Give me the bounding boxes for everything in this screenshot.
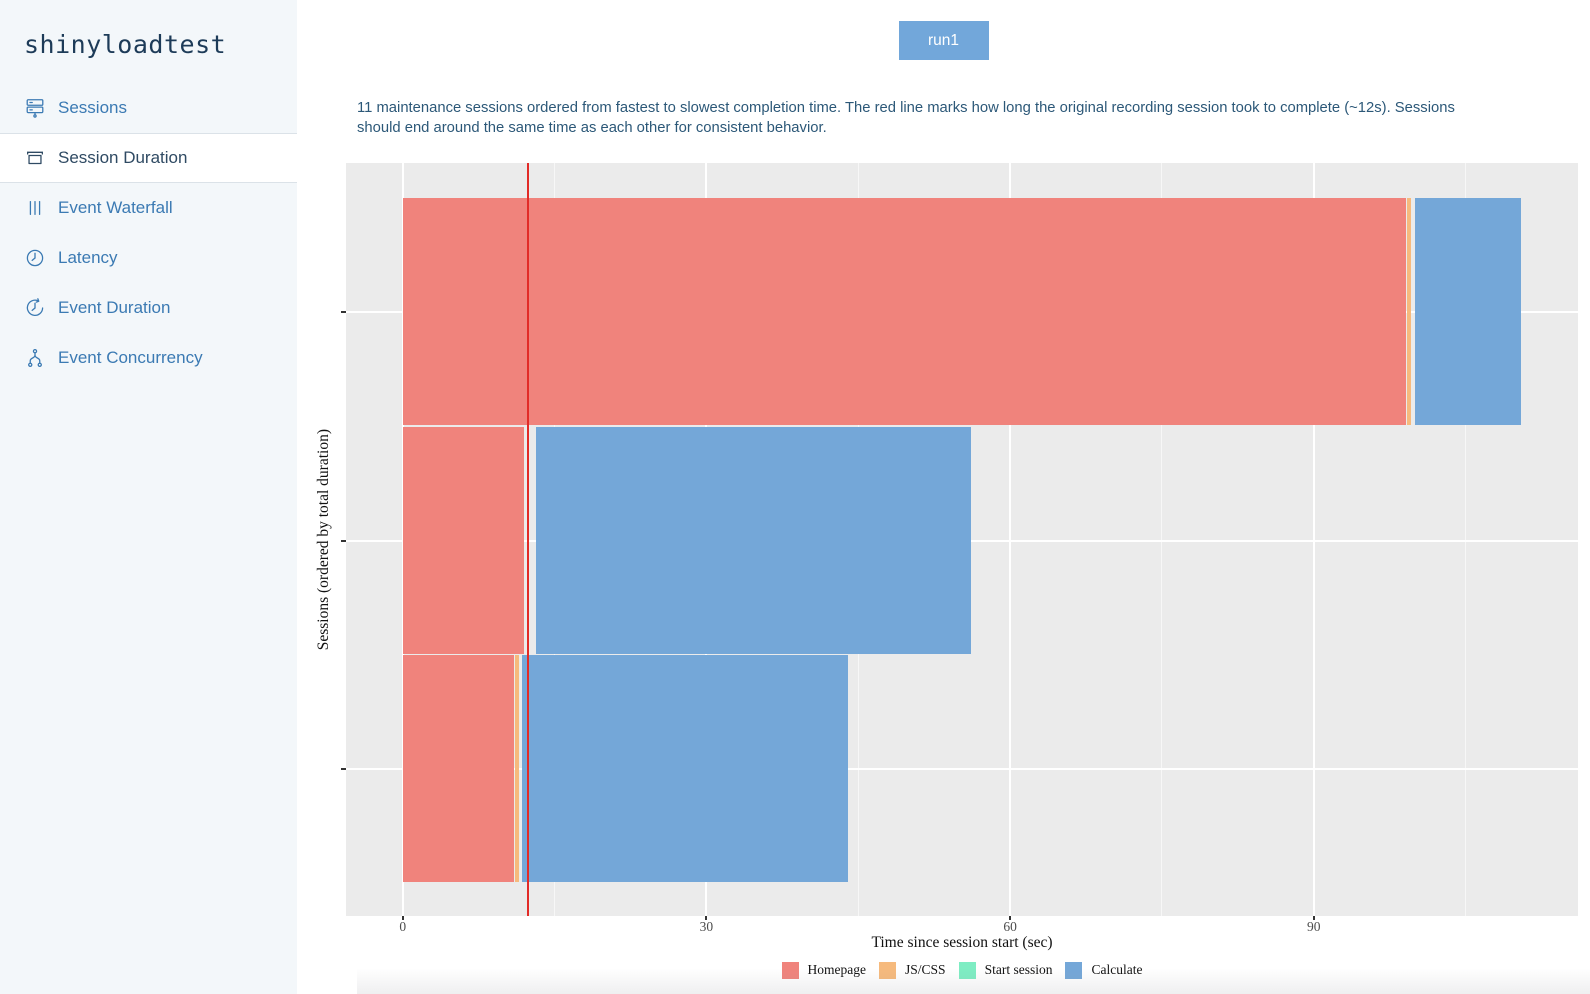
- x-axis-tick-label: 60: [1003, 919, 1017, 934]
- sidebar-item-event-concurrency[interactable]: Event Concurrency: [0, 333, 297, 383]
- x-axis-tick: [1009, 916, 1012, 920]
- y-axis-tick: [341, 767, 346, 770]
- y-axis-tick: [341, 310, 346, 313]
- x-axis-tick-label: 0: [399, 919, 407, 934]
- bar-segment-homepage: [402, 198, 1406, 425]
- sidebar-item-label: Event Concurrency: [58, 348, 203, 367]
- bar-segment-homepage: [402, 427, 525, 654]
- sidebar-item-event-duration[interactable]: Event Duration: [0, 283, 297, 333]
- clock-icon: [24, 247, 46, 269]
- legend-swatch: [958, 961, 976, 979]
- y-axis-title: Sessions (ordered by total duration): [315, 428, 332, 651]
- bar-segment-homepage: [402, 655, 515, 882]
- app-title: shinyloadtest: [24, 30, 227, 59]
- legend-entry-js-css: JS/CSS: [879, 961, 946, 979]
- tab-run1[interactable]: run1: [898, 21, 989, 60]
- clock-history-icon: [24, 297, 46, 319]
- bar-segment-calculate: [522, 655, 849, 882]
- x-axis-tick: [1312, 916, 1315, 920]
- waterfall-icon: [24, 197, 46, 219]
- y-axis-tick: [341, 539, 346, 542]
- main-content: run1 11 maintenance sessions ordered fro…: [297, 0, 1590, 994]
- legend-label: JS/CSS: [905, 962, 946, 977]
- legend-swatch: [879, 961, 897, 979]
- legend-entry-homepage: Homepage: [781, 961, 867, 979]
- bar-segment-js-css: [515, 655, 520, 882]
- legend-swatch: [781, 961, 799, 979]
- chart-legend: Homepage JS/CSS Start session Calculate: [346, 957, 1578, 983]
- sidebar-item-event-waterfall[interactable]: Event Waterfall: [0, 183, 297, 233]
- run-tabbar: run1: [297, 21, 1590, 61]
- bar-segment-calculate: [536, 427, 971, 654]
- sidebar: shinyloadtest Sessions Session Duration Ev…: [0, 0, 297, 994]
- sidebar-item-label: Event Duration: [58, 298, 171, 317]
- legend-swatch: [1065, 961, 1083, 979]
- x-axis-tick: [705, 916, 708, 920]
- legend-entry-calculate: Calculate: [1065, 961, 1143, 979]
- x-axis-title: Time since session start (sec): [871, 934, 1053, 951]
- sidebar-item-latency[interactable]: Latency: [0, 233, 297, 283]
- sidebar-item-sessions[interactable]: Sessions: [0, 83, 297, 133]
- server-icon: [24, 97, 46, 119]
- legend-label: Calculate: [1091, 962, 1143, 977]
- sidebar-item-label: Session Duration: [58, 148, 188, 167]
- sidebar-item-label: Sessions: [58, 98, 127, 117]
- legend-label: Homepage: [807, 962, 867, 977]
- chart-description: 11 maintenance sessions ordered from fas…: [357, 100, 1455, 136]
- branch-icon: [24, 347, 46, 369]
- archive-icon: [24, 147, 46, 169]
- recording-duration-reference-line: [527, 163, 530, 916]
- x-axis-tick-label: 30: [699, 919, 714, 934]
- x-axis-tick: [401, 916, 404, 920]
- x-axis-tick-label: 90: [1307, 919, 1321, 934]
- sidebar-nav: Sessions Session Duration Event Waterfall L…: [0, 83, 297, 383]
- bar-segment-calculate: [1415, 198, 1522, 425]
- bar-segment-js-css: [1406, 198, 1411, 425]
- sidebar-item-session-duration[interactable]: Session Duration: [0, 133, 297, 183]
- legend-label: Start session: [984, 962, 1053, 977]
- gridline-horizontal: [346, 767, 1578, 770]
- legend-entry-start-session: Start session: [958, 961, 1053, 979]
- chart-panel: [346, 163, 1578, 916]
- sidebar-item-label: Latency: [58, 248, 118, 267]
- sidebar-item-label: Event Waterfall: [58, 198, 173, 217]
